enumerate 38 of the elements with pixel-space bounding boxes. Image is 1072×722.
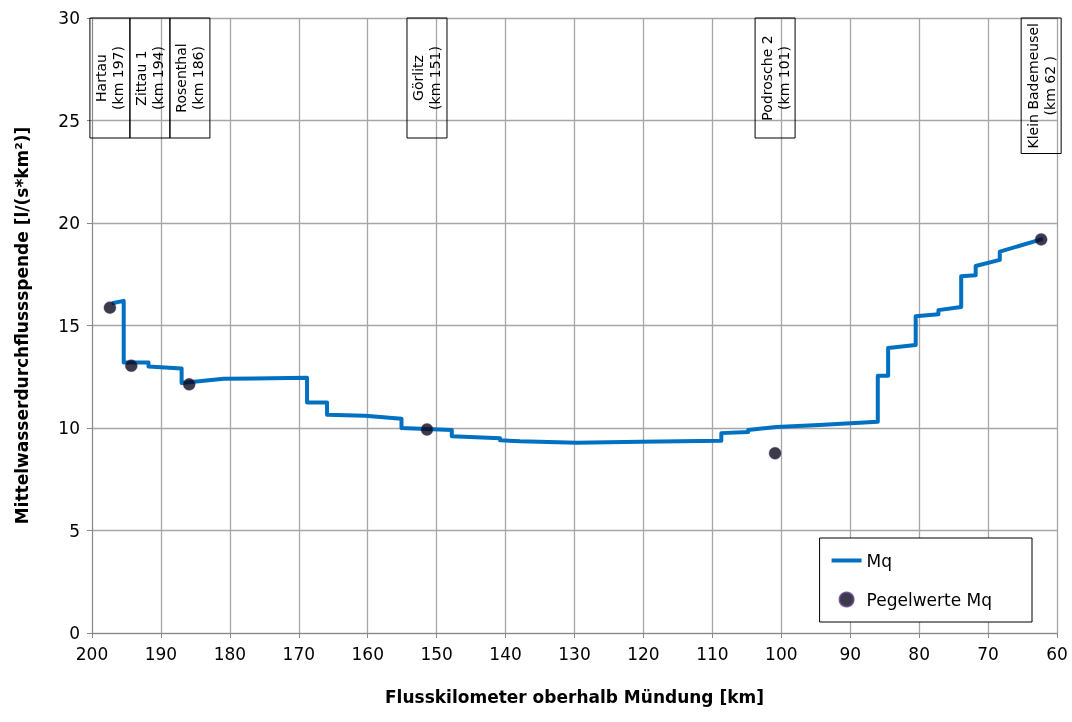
x-tick-label: 180 <box>213 643 247 664</box>
annotation: Podrosche 2 (km 101) <box>758 35 792 121</box>
point <box>125 359 138 372</box>
annotation: Klein Bademeusel (km 62 ) <box>1024 22 1058 149</box>
x-tick-label: 110 <box>696 643 729 664</box>
y-tick-label: 20 <box>58 213 80 233</box>
annotation: Rosenthal (km 186) <box>173 43 207 113</box>
x-tick-label: 90 <box>839 643 862 664</box>
y-tick-label: 15 <box>58 315 80 336</box>
point <box>768 446 782 460</box>
x-tick-label: 200 <box>75 643 109 664</box>
point <box>103 301 117 314</box>
point <box>1034 233 1048 246</box>
y-tick-label: 25 <box>58 110 80 131</box>
annotation: Hartau (km 197) <box>93 46 127 110</box>
y-tick-label: 30 <box>58 8 80 28</box>
x-tick-label: 100 <box>765 643 798 664</box>
x-tick-label: 130 <box>558 643 591 664</box>
y-axis-title: Mittelwasserdurchflussspende [l/(s*km²)] <box>11 126 32 525</box>
x-axis-title: Flusskilometer oberhalb Mündung [km] <box>384 686 765 707</box>
x-tick-label: 140 <box>489 643 522 664</box>
x-tick-label: 70 <box>977 643 999 664</box>
legend-label: Mq <box>866 550 893 571</box>
annotation: Görlitz (km 151) <box>410 46 444 110</box>
annotation: Zittau 1 (km 194) <box>133 46 167 110</box>
legend-label: Pegelwerte Mq <box>866 589 993 610</box>
y-tick-label: 5 <box>69 520 80 541</box>
point <box>182 378 196 391</box>
x-tick-label: 170 <box>282 643 316 664</box>
x-tick-label: 60 <box>1046 643 1068 664</box>
x-tick-label: 120 <box>627 643 660 664</box>
y-tick-label: 10 <box>58 418 80 438</box>
x-tick-label: 80 <box>908 643 930 664</box>
x-tick-label: 190 <box>144 643 178 664</box>
x-tick-label: 160 <box>351 643 384 664</box>
x-tick-label: 150 <box>420 643 453 664</box>
point <box>420 423 434 436</box>
y-tick-label: 0 <box>69 623 80 643</box>
